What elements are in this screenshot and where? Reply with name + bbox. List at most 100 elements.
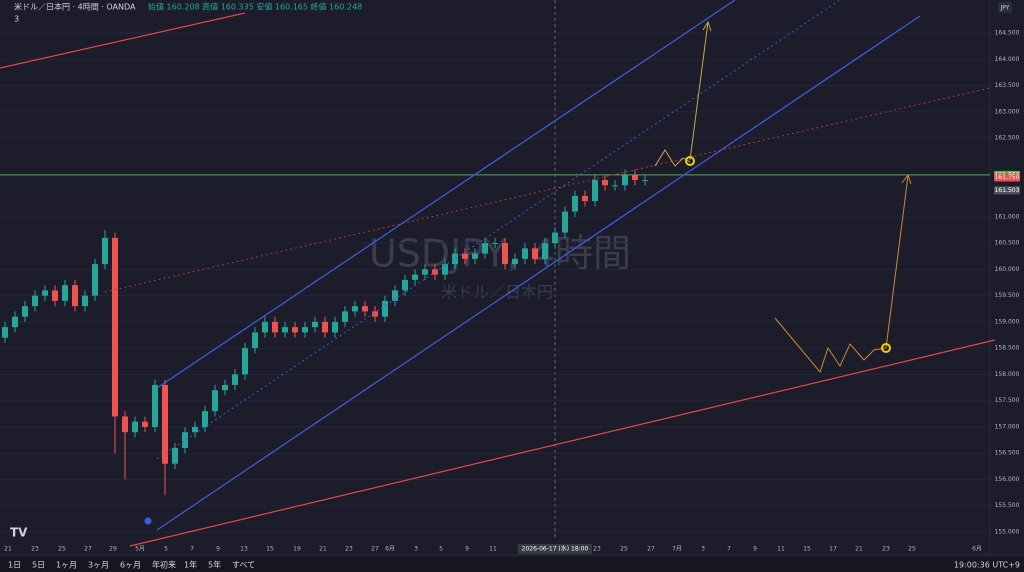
candle-body [22, 306, 28, 317]
candle-body [602, 180, 608, 186]
candle-body [422, 269, 428, 275]
candle-body [522, 248, 528, 259]
candle-body [232, 374, 238, 385]
candle-body [202, 411, 208, 427]
range-button[interactable]: 5年 [208, 560, 221, 570]
marker [685, 156, 695, 166]
candle-body [492, 243, 498, 245]
y-tick-label: 163.500 [995, 82, 1020, 89]
x-tick-label: 23 [345, 546, 353, 553]
candle-body [102, 237, 108, 265]
trend-line [0, 12, 246, 69]
candle-body [632, 174, 638, 181]
x-tick-label: 7月 [672, 546, 682, 553]
candle-body [12, 316, 18, 328]
x-tick-label: 7 [727, 546, 731, 553]
range-button[interactable]: 1日 [8, 561, 21, 570]
x-tick-label: 15 [266, 546, 274, 553]
price-axis: 155.000 155.500 156.000 156.500 157.000 157.5… [4, 30, 1020, 554]
currency[interactable]: JPY [1000, 5, 1010, 12]
trend-line [129, 339, 996, 547]
x-tick-label: 25 [620, 546, 628, 553]
candle-body [482, 243, 488, 254]
y-tick-label: 160.000 [995, 266, 1020, 273]
x-tick-label: 15 [803, 546, 811, 553]
toolbar [0, 557, 1024, 572]
candle-body [32, 295, 38, 307]
range-button[interactable]: 年初来 [152, 560, 176, 570]
x-tick-label: 27 [371, 546, 379, 553]
range-button[interactable]: 1ヶ月 [56, 561, 77, 570]
logo: TV [10, 526, 28, 540]
clock: 19:00:36 UTC+9 [954, 561, 1020, 570]
range-button[interactable]: 1年 [184, 560, 197, 570]
candle-body [512, 258, 518, 265]
channel-line [156, 0, 841, 460]
candle-body [502, 243, 508, 265]
candle-body [542, 243, 548, 259]
x-tick-label: 29 [109, 546, 117, 553]
range-button[interactable]: すべて [232, 561, 255, 570]
y-tick-label: 163.000 [995, 108, 1020, 115]
y-tick-label: 158.500 [995, 345, 1020, 352]
price-label-bg [994, 186, 1020, 195]
x-tick-label: 9 [753, 546, 757, 553]
ohlc: 始値 160.208 高値 160.335 安値 160.165 終値 160.… [148, 2, 362, 12]
candle-body [292, 327, 298, 333]
candle-body [272, 321, 278, 333]
watermark-subtitle: 米ドル／日本円 [441, 283, 553, 302]
candle-body [192, 426, 198, 433]
currency-button[interactable] [998, 2, 1012, 13]
candle-body [162, 384, 168, 464]
candle-body [142, 421, 148, 427]
candle-body [362, 306, 368, 312]
y-tick-label: 157.500 [995, 397, 1020, 404]
watermark-title: USDJPY, 4時間 [369, 232, 631, 276]
candle-body [442, 264, 448, 275]
candle-body [452, 253, 458, 265]
candle-body [212, 390, 218, 412]
x-tick-label: 7 [190, 546, 194, 553]
x-tick-label: 9 [216, 546, 220, 553]
candle-body [472, 253, 478, 259]
candle-body [242, 348, 248, 375]
candle-body [352, 306, 358, 312]
candle-body [302, 327, 308, 333]
x-tick-label: 21 [855, 546, 863, 553]
candle-body [262, 321, 268, 333]
range-button[interactable]: 6ヶ月 [120, 561, 141, 570]
x-tick-label: 9 [465, 546, 469, 553]
y-tick-label: 162.500 [995, 135, 1020, 142]
indicator-count: 3 [14, 15, 19, 24]
range-buttons: 1日 5日 1ヶ月 3ヶ月 6ヶ月 年初来 1年 5年 すべて [8, 560, 255, 570]
x-tick-label: 3 [701, 546, 705, 553]
candle-body [562, 211, 568, 233]
y-tick-label: 158.000 [995, 371, 1020, 378]
x-tick-label: 13 [240, 546, 248, 553]
marker [881, 343, 891, 353]
x-tick-label: 5 [439, 546, 443, 553]
x-tick-label: 25 [58, 546, 66, 553]
candle-body [82, 295, 88, 307]
arrow-head [901, 173, 912, 185]
candle-body [622, 174, 628, 186]
candle-body [92, 264, 98, 296]
candle-body [62, 285, 68, 301]
y-tick-label: 155.000 [995, 529, 1020, 536]
candle-body [72, 285, 78, 307]
x-tick-label: 3 [414, 546, 418, 553]
range-button[interactable]: 3ヶ月 [88, 561, 109, 570]
x-tick-label: 21 [319, 546, 327, 553]
candle-body [152, 384, 158, 427]
x-tick-label: 23 [593, 546, 601, 553]
y-tick-label: 156.500 [995, 450, 1020, 457]
range-button[interactable]: 5日 [32, 561, 45, 570]
candle-body [642, 180, 648, 182]
y-tick-label: 159.000 [995, 318, 1020, 325]
candle-body [42, 290, 48, 296]
x-tick-label: 27 [84, 546, 92, 553]
price-label: 161.750 [995, 174, 1020, 181]
candle-body [222, 384, 228, 391]
y-tick-label: 157.000 [995, 423, 1020, 430]
